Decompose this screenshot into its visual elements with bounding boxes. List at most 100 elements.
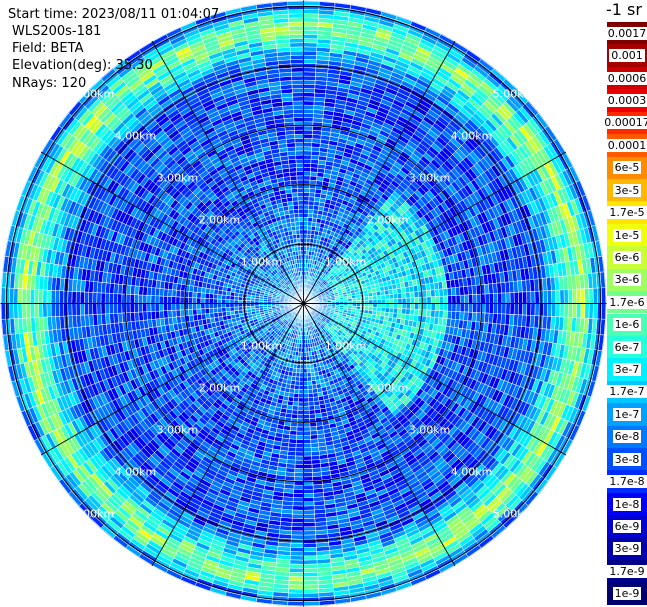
range-gate (303, 439, 312, 444)
range-gate (303, 146, 312, 152)
range-gate (303, 542, 317, 548)
range-gate (298, 385, 304, 390)
range-gate (501, 292, 507, 304)
range-gate (307, 225, 312, 231)
range-gate (307, 384, 313, 390)
range-gate (303, 225, 308, 231)
range-gate (413, 309, 419, 316)
range-gate (295, 443, 304, 449)
range-gate (303, 443, 312, 449)
range-gate (368, 303, 374, 308)
range-gate (409, 308, 415, 316)
range-gate (289, 559, 304, 565)
range-gate (380, 290, 386, 296)
range-gate (303, 364, 308, 370)
range-gate (303, 455, 312, 461)
range-gate (303, 509, 315, 515)
range-gate (592, 287, 598, 304)
range-gate (310, 376, 316, 382)
range-gate (393, 307, 399, 314)
range-gate (303, 17, 319, 23)
range-gate (364, 303, 370, 308)
range-gate (310, 371, 316, 378)
range-gate (542, 290, 548, 304)
range-gate (530, 291, 536, 304)
range-gate (385, 298, 390, 304)
range-gate (293, 488, 304, 494)
range-gate (551, 290, 557, 304)
range-gate (380, 298, 386, 304)
range-gate (303, 67, 317, 73)
range-gate (293, 493, 304, 499)
range-gate (308, 192, 316, 198)
range-gate (430, 289, 436, 298)
range-gate (296, 422, 304, 428)
range-gate (291, 413, 298, 419)
range-gate (493, 293, 499, 304)
range-gate (410, 297, 415, 304)
range-gate (584, 303, 590, 319)
range-gate (384, 307, 390, 313)
range-gate (303, 154, 312, 160)
range-gate (303, 229, 308, 235)
range-gate (303, 451, 312, 457)
range-gate (464, 303, 469, 313)
range-gate (307, 208, 314, 214)
range-gate (294, 384, 300, 390)
range-gate (303, 75, 316, 81)
range-gate (295, 451, 304, 457)
range-gate (555, 303, 561, 318)
range-gate (303, 501, 315, 507)
range-gate (303, 368, 308, 374)
range-gate (588, 288, 594, 304)
range-gate (509, 303, 515, 315)
range-gate (303, 580, 319, 586)
range-gate (303, 0, 320, 6)
range-gate (451, 303, 457, 312)
range-gate (306, 372, 312, 378)
range-gate (290, 422, 298, 428)
range-gate (303, 192, 310, 197)
range-gate (368, 295, 374, 301)
range-gate (376, 295, 382, 300)
range-gate (308, 200, 315, 206)
range-gate (288, 580, 304, 586)
range-gate (522, 291, 528, 304)
range-gate (572, 288, 578, 304)
range-gate (534, 303, 540, 317)
range-gate (303, 200, 310, 206)
range-gate (384, 294, 390, 300)
range-gate (303, 46, 318, 52)
range-gate (303, 42, 318, 48)
range-gate (309, 422, 317, 428)
range-gate (297, 405, 304, 411)
range-gate (303, 92, 315, 98)
range-gate (303, 567, 318, 573)
range-gate (393, 298, 399, 304)
range-gate (303, 376, 308, 382)
range-gate (303, 38, 318, 44)
range-gate (542, 303, 548, 317)
range-gate (303, 179, 311, 185)
range-gate (497, 303, 503, 315)
range-gate (430, 296, 436, 304)
range-gate (292, 397, 299, 403)
range-gate (368, 299, 374, 304)
range-gate (347, 298, 353, 302)
range-gate (447, 303, 453, 312)
range-gate (376, 307, 382, 312)
range-gate (372, 295, 378, 301)
range-gate (292, 509, 304, 515)
range-gate (555, 289, 561, 304)
range-gate (422, 296, 428, 304)
range-gate (563, 289, 569, 304)
range-gate (308, 405, 315, 411)
range-gate (303, 410, 310, 415)
range-gate (443, 295, 449, 304)
range-gate (287, 601, 304, 607)
range-gate (303, 426, 311, 432)
range-gate (422, 303, 428, 311)
range-gate (288, 588, 304, 594)
range-gate (294, 459, 304, 465)
range-gate (292, 497, 304, 503)
